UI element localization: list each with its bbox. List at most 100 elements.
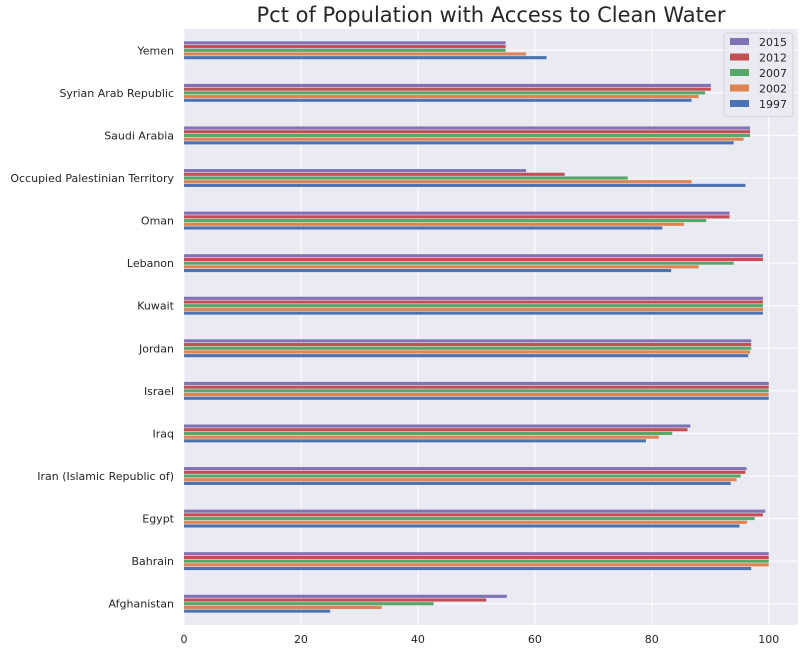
bar-2015 (184, 83, 711, 88)
y-tick-label: Lebanon (127, 257, 174, 270)
bar-2007 (184, 431, 673, 435)
bar-2007 (184, 346, 752, 350)
bar-2012 (184, 598, 487, 602)
bar-2002 (184, 605, 382, 609)
bar-1997 (184, 481, 731, 485)
y-tick-label: Bahrain (131, 555, 174, 568)
bar-1997 (184, 396, 769, 400)
bar-1997 (184, 226, 663, 230)
bar-2015 (184, 41, 506, 45)
bar-1997 (184, 311, 763, 315)
bar-2007 (184, 517, 755, 521)
bar-1997 (184, 183, 746, 187)
bar-2012 (184, 45, 506, 49)
bar-1997 (184, 268, 672, 273)
bar-2002 (184, 393, 769, 397)
bar-2015 (184, 211, 730, 215)
x-tick-labels: 0 20 40 60 80 100 (181, 633, 780, 646)
x-tick-label: 40 (411, 633, 425, 646)
y-tick-label: Egypt (142, 513, 174, 526)
bar-2007 (184, 559, 769, 563)
legend-label: 2002 (759, 83, 787, 96)
bar-2015 (184, 552, 769, 556)
x-tick-label: 20 (294, 633, 308, 646)
bar-2007 (184, 133, 751, 137)
bar-2012 (184, 130, 751, 134)
bar-2002 (184, 350, 751, 354)
bar-2007 (184, 176, 628, 180)
bar-2002 (184, 222, 684, 226)
legend-label: 2015 (759, 36, 787, 49)
y-tick-label: Israel (144, 385, 174, 398)
bar-2015 (184, 424, 691, 428)
bar-2012 (184, 513, 763, 517)
x-tick-label: 0 (181, 633, 188, 646)
bar-2002 (184, 563, 769, 567)
bar-2007 (184, 48, 506, 52)
legend: 2015 2012 2007 2002 1997 (723, 32, 794, 117)
bar-2007 (184, 261, 734, 265)
x-tick-label: 100 (758, 633, 779, 646)
chart-title: Pct of Population with Access to Clean W… (257, 3, 726, 27)
x-tick-label: 60 (528, 633, 542, 646)
y-tick-label: Jordan (138, 342, 174, 355)
bar-2012 (184, 215, 730, 219)
bar-1997 (184, 98, 692, 102)
bar-2012 (184, 555, 769, 559)
bar-2012 (184, 87, 711, 91)
bar-2002 (184, 52, 527, 56)
legend-swatch (730, 53, 749, 61)
bar-2002 (184, 95, 699, 99)
bar-2002 (184, 265, 699, 269)
y-tick-labels: Afghanistan Bahrain Egypt Iran (Islamic Rep… (10, 44, 174, 610)
legend-label: 1997 (759, 98, 787, 111)
bar-2015 (184, 126, 751, 130)
plot-area (184, 29, 798, 625)
bar-1997 (184, 524, 740, 528)
legend-swatch (730, 84, 749, 92)
bar-1997 (184, 439, 646, 443)
legend-label: 2012 (759, 52, 787, 65)
bar-2015 (184, 254, 763, 258)
bar-1997 (184, 56, 547, 60)
bar-2012 (184, 172, 565, 176)
bar-1997 (184, 566, 752, 571)
legend-label: 2007 (759, 67, 787, 80)
bar-1997 (184, 354, 749, 358)
bar-2015 (184, 381, 769, 386)
y-tick-label: Saudi Arabia (104, 129, 174, 142)
bar-2012 (184, 257, 763, 261)
bar-2007 (184, 474, 741, 478)
y-tick-label: Afghanistan (109, 598, 175, 611)
y-tick-label: Iraq (153, 427, 175, 440)
bar-2015 (184, 169, 527, 173)
bar-2002 (184, 180, 692, 184)
legend-swatch (730, 100, 749, 107)
bar-1997 (184, 609, 331, 613)
bar-2007 (184, 304, 763, 308)
bar-2002 (184, 478, 737, 482)
bar-2007 (184, 602, 434, 606)
y-tick-label: Oman (141, 215, 174, 228)
legend-swatch (730, 38, 749, 45)
bar-2007 (184, 389, 769, 393)
bar-2012 (184, 428, 688, 432)
y-tick-label: Kuwait (137, 300, 174, 313)
bar-2002 (184, 435, 659, 439)
bar-2012 (184, 470, 746, 474)
bar-2012 (184, 300, 763, 304)
bar-2015 (184, 296, 763, 300)
bar-2007 (184, 91, 706, 95)
bars (184, 41, 769, 613)
x-tick-label: 80 (645, 633, 659, 646)
bar-2007 (184, 219, 707, 223)
legend-swatch (730, 69, 749, 76)
bar-2015 (184, 594, 507, 598)
bar-2002 (184, 307, 763, 311)
bar-2002 (184, 520, 748, 524)
y-tick-label: Yemen (137, 44, 175, 57)
bar-2015 (184, 339, 752, 343)
bar-1997 (184, 141, 734, 145)
bar-2012 (184, 343, 752, 347)
